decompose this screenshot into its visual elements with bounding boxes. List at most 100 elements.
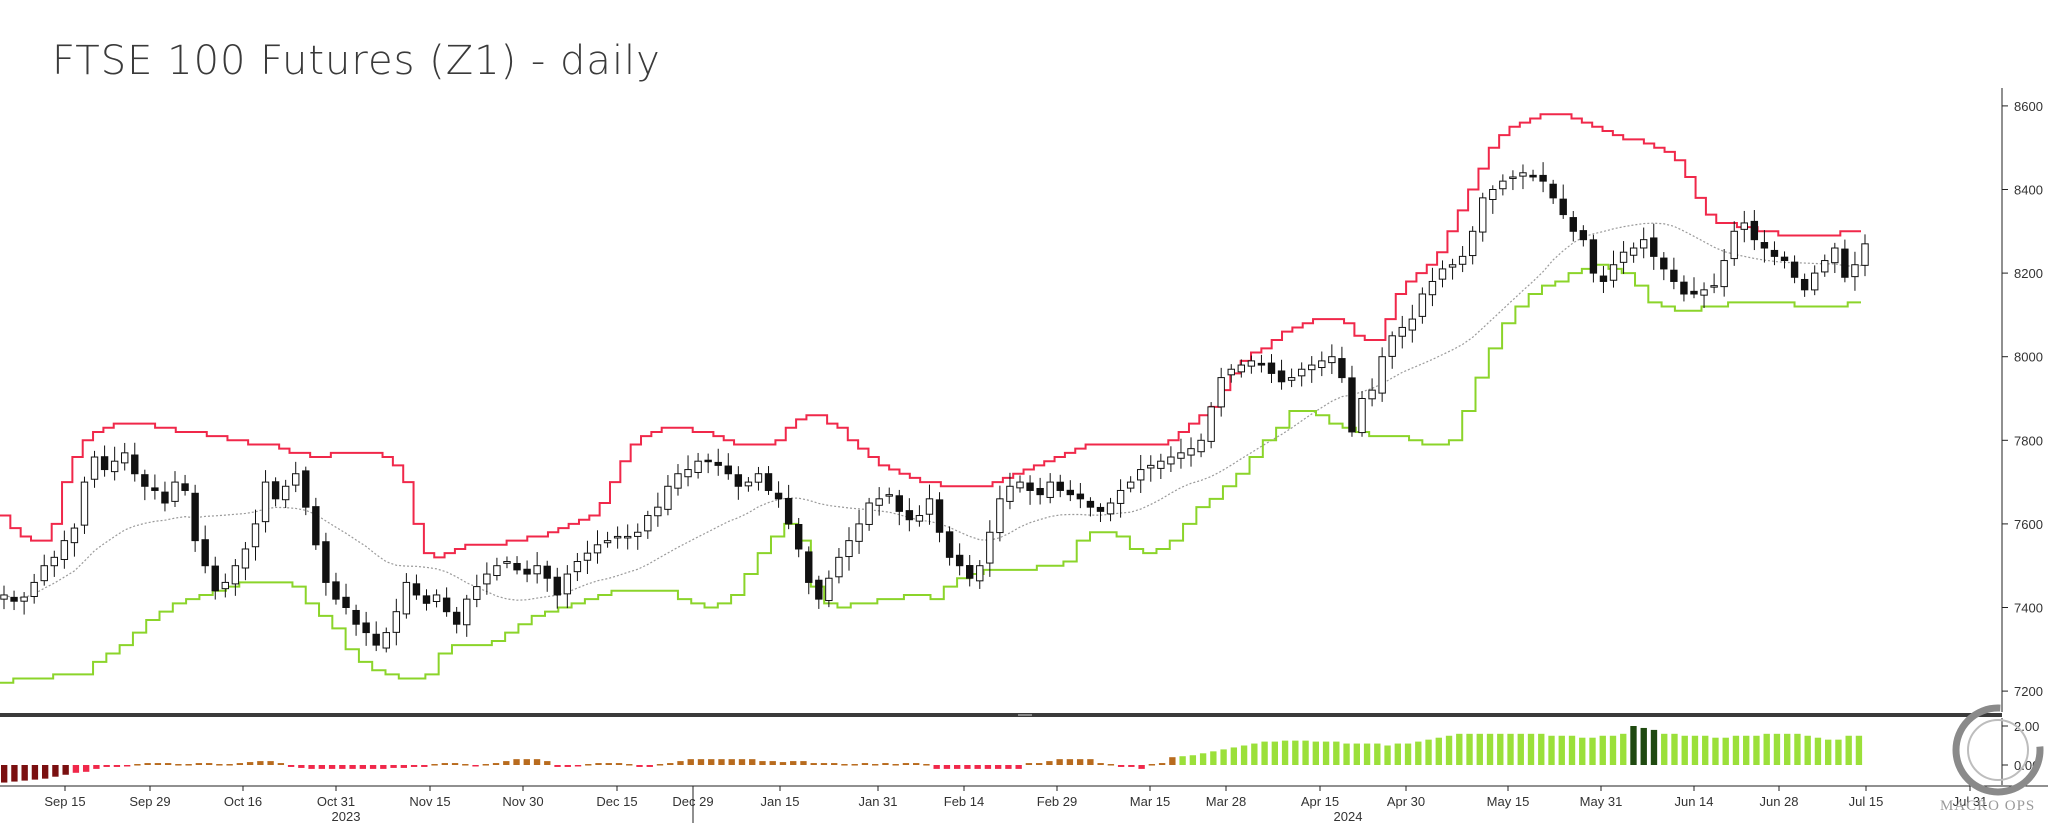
candle <box>996 485 1004 542</box>
x-tick-label: Sep 15 <box>44 794 85 809</box>
candle-down <box>372 633 380 646</box>
oscillator-bar <box>1271 741 1279 765</box>
candle-up <box>1016 481 1024 489</box>
candle <box>1267 354 1276 383</box>
candle-up <box>50 556 58 567</box>
oscillator-bar <box>1825 739 1832 765</box>
candle-down <box>513 562 521 571</box>
x-tick-label: Sep 29 <box>129 794 170 809</box>
candle <box>1629 242 1638 263</box>
candle-up <box>1479 197 1487 233</box>
candle <box>382 627 390 653</box>
candle-down <box>1770 249 1779 257</box>
candle <box>241 541 250 581</box>
candle <box>1348 365 1356 437</box>
macro-ops-logo-icon <box>1952 704 2044 796</box>
candle <box>80 476 89 534</box>
oscillator-bar <box>1671 733 1678 765</box>
oscillator-bar <box>1661 733 1668 765</box>
candle <box>603 531 612 548</box>
oscillator-bar <box>1322 741 1330 765</box>
candle-down <box>322 541 330 583</box>
candle <box>141 469 149 501</box>
oscillator-bar <box>1640 727 1647 765</box>
candle <box>593 530 602 564</box>
candle <box>1177 438 1185 469</box>
oscillator-bar <box>1691 735 1699 765</box>
candle-down <box>1670 269 1678 282</box>
candle <box>1308 356 1316 383</box>
candle <box>1096 503 1105 523</box>
candle-down <box>794 523 803 550</box>
candle <box>875 487 883 516</box>
candle-up <box>1720 260 1728 288</box>
oscillator-bar <box>636 765 643 767</box>
oscillator-bar <box>1804 735 1811 765</box>
candle-down <box>1338 358 1346 379</box>
candle-down <box>724 465 732 475</box>
candle-down <box>815 579 823 600</box>
candle <box>1066 480 1075 502</box>
candle <box>915 505 924 527</box>
candle-up <box>1167 456 1175 465</box>
panel-divider[interactable] <box>0 713 2002 717</box>
candle-up <box>1116 489 1125 504</box>
oscillator-bar <box>974 765 981 769</box>
candle <box>1287 368 1296 388</box>
oscillator-bar <box>1056 759 1063 765</box>
oscillator-bar <box>72 765 80 773</box>
oscillator-bar <box>257 761 264 765</box>
candle <box>674 464 682 496</box>
candle <box>1479 192 1487 242</box>
candle-down <box>935 499 944 533</box>
oscillator-bar <box>216 764 223 766</box>
oscillator-bar <box>615 763 623 765</box>
candle <box>1770 241 1779 266</box>
candle-up <box>1126 481 1135 489</box>
oscillator-bar <box>790 761 797 765</box>
oscillator-bar <box>1189 755 1197 765</box>
candle <box>1800 273 1809 297</box>
oscillator-bar <box>62 765 69 775</box>
candle-up <box>684 469 692 478</box>
oscillator-bar <box>1527 733 1535 765</box>
candle-up <box>1308 364 1316 371</box>
candle <box>704 453 712 474</box>
candle <box>100 445 109 477</box>
candle-down <box>764 473 773 491</box>
oscillator-bar <box>308 765 315 769</box>
candle-up <box>80 481 89 526</box>
oscillator-bar <box>1076 759 1084 765</box>
candle <box>905 498 914 532</box>
oscillator-bar <box>1435 737 1442 765</box>
oscillator-bar <box>1128 765 1135 767</box>
oscillator-bar <box>1702 735 1709 765</box>
lower-band-line <box>0 263 1861 684</box>
candle-up <box>754 473 763 483</box>
candle-up <box>1619 251 1628 263</box>
candle-up <box>1639 239 1648 249</box>
panel-divider-handle <box>1018 714 1032 716</box>
candle <box>1660 252 1668 281</box>
candle-down <box>945 531 954 558</box>
candle <box>1046 473 1054 504</box>
candle-up <box>1137 469 1145 481</box>
candle <box>1056 474 1064 498</box>
candle <box>181 474 189 496</box>
oscillator-bar <box>1404 743 1412 765</box>
candle <box>644 510 652 539</box>
oscillator-bar <box>574 765 582 767</box>
candle <box>432 589 441 608</box>
candle <box>543 560 551 592</box>
oscillator-bar <box>1363 743 1371 765</box>
y-tick-label: 8000 <box>2014 350 2043 365</box>
candle <box>1398 315 1406 349</box>
oscillator-bar <box>1763 733 1770 765</box>
candle <box>815 575 823 609</box>
oscillator-bar <box>1794 733 1801 765</box>
oscillator-bar <box>482 764 489 766</box>
oscillator-bar <box>1589 737 1596 765</box>
oscillator-bar <box>1722 737 1729 765</box>
candle <box>40 554 48 586</box>
candle-up <box>885 494 893 497</box>
